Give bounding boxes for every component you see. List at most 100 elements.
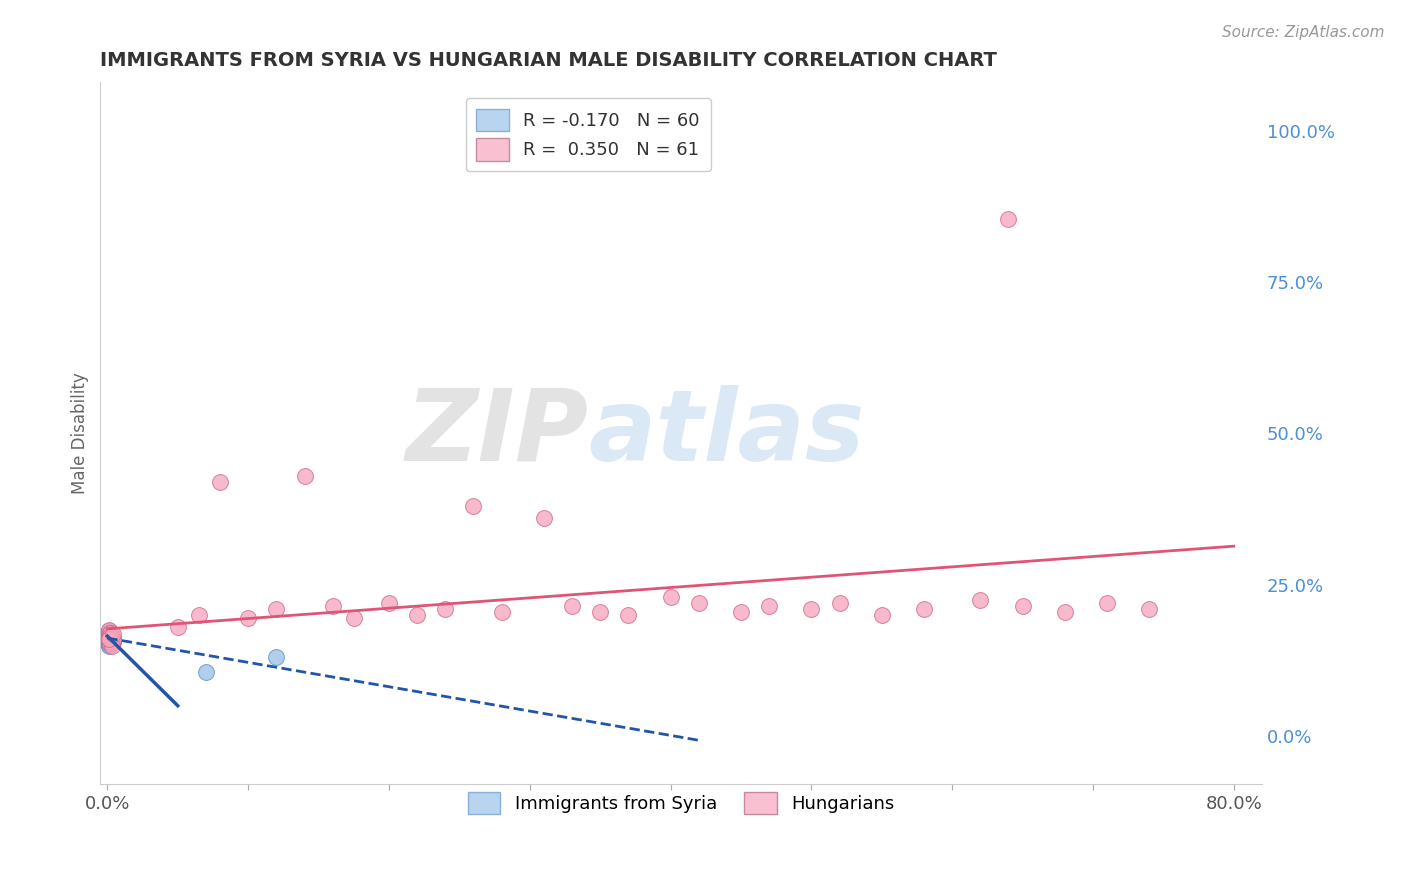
Point	[98, 632, 121, 647]
Point	[378, 596, 401, 610]
Point	[97, 639, 120, 653]
Point	[997, 211, 1019, 226]
Text: IMMIGRANTS FROM SYRIA VS HUNGARIAN MALE DISABILITY CORRELATION CHART: IMMIGRANTS FROM SYRIA VS HUNGARIAN MALE …	[100, 51, 997, 70]
Point	[97, 633, 120, 648]
Point	[98, 631, 121, 645]
Point	[97, 633, 120, 648]
Point	[98, 628, 121, 642]
Legend: Immigrants from Syria, Hungarians: Immigrants from Syria, Hungarians	[457, 780, 905, 824]
Point	[97, 623, 120, 637]
Point	[97, 635, 120, 649]
Point	[98, 628, 121, 642]
Point	[97, 630, 120, 644]
Point	[98, 628, 121, 642]
Point	[97, 624, 120, 639]
Point	[533, 511, 555, 525]
Point	[266, 602, 288, 616]
Point	[101, 633, 124, 648]
Point	[238, 611, 260, 625]
Point	[100, 628, 122, 642]
Point	[969, 592, 991, 607]
Point	[97, 625, 120, 640]
Point	[97, 634, 120, 648]
Y-axis label: Male Disability: Male Disability	[72, 373, 89, 494]
Point	[98, 629, 121, 643]
Point	[97, 629, 120, 643]
Point	[97, 636, 120, 650]
Point	[97, 631, 120, 645]
Point	[294, 468, 316, 483]
Point	[98, 629, 121, 643]
Point	[97, 637, 120, 651]
Point	[97, 632, 120, 647]
Point	[97, 634, 120, 648]
Point	[98, 631, 121, 645]
Point	[561, 599, 583, 613]
Point	[97, 633, 120, 648]
Point	[97, 631, 120, 645]
Point	[97, 625, 120, 640]
Point	[98, 631, 121, 645]
Point	[97, 632, 120, 647]
Point	[97, 631, 120, 645]
Point	[491, 605, 513, 619]
Point	[97, 630, 120, 644]
Point	[97, 632, 120, 646]
Point	[98, 632, 121, 647]
Point	[463, 499, 485, 513]
Point	[1095, 596, 1118, 610]
Point	[97, 629, 120, 643]
Point	[758, 599, 780, 613]
Point	[101, 635, 124, 649]
Point	[100, 635, 122, 649]
Point	[688, 596, 710, 610]
Point	[97, 624, 120, 639]
Point	[97, 628, 120, 642]
Point	[97, 636, 120, 650]
Point	[97, 638, 120, 652]
Point	[97, 636, 120, 650]
Point	[166, 620, 188, 634]
Point	[617, 607, 640, 622]
Point	[1053, 605, 1076, 619]
Point	[98, 633, 121, 648]
Point	[97, 631, 120, 645]
Point	[98, 634, 121, 648]
Point	[100, 636, 122, 650]
Point	[97, 631, 120, 645]
Point	[434, 602, 457, 616]
Point	[97, 626, 120, 640]
Point	[97, 632, 120, 647]
Point	[194, 665, 217, 680]
Point	[97, 627, 120, 641]
Point	[100, 629, 122, 643]
Point	[98, 624, 121, 639]
Point	[97, 638, 120, 652]
Point	[406, 607, 429, 622]
Point	[100, 634, 122, 648]
Point	[100, 633, 122, 648]
Point	[322, 599, 344, 613]
Point	[101, 627, 124, 641]
Point	[97, 627, 120, 641]
Point	[97, 627, 120, 641]
Point	[97, 634, 120, 648]
Point	[97, 626, 120, 640]
Point	[98, 630, 121, 644]
Text: ZIP: ZIP	[405, 384, 588, 482]
Point	[208, 475, 231, 489]
Point	[100, 632, 122, 647]
Point	[98, 626, 121, 640]
Point	[97, 626, 120, 640]
Point	[97, 624, 120, 638]
Point	[98, 625, 121, 640]
Point	[828, 596, 851, 610]
Point	[101, 634, 124, 648]
Point	[912, 602, 935, 616]
Point	[659, 590, 682, 604]
Text: Source: ZipAtlas.com: Source: ZipAtlas.com	[1222, 25, 1385, 40]
Point	[97, 626, 120, 640]
Point	[1011, 599, 1033, 613]
Point	[97, 632, 120, 647]
Point	[343, 611, 366, 625]
